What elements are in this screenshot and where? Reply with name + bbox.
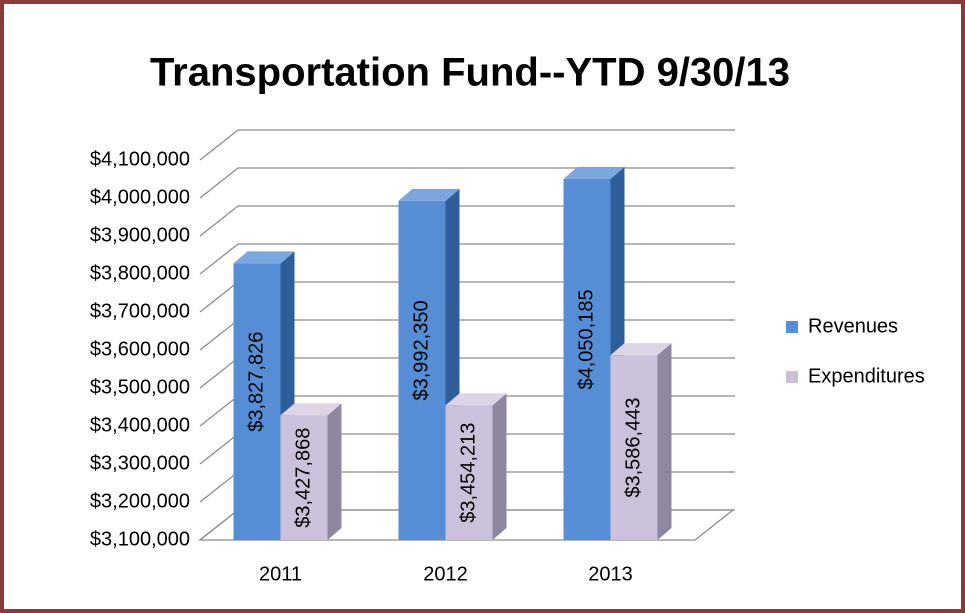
bar-front [280, 415, 328, 540]
y-tick-label: $3,400,000 [90, 414, 190, 436]
y-tick-label: $3,700,000 [90, 300, 190, 322]
bar-top [563, 166, 625, 179]
bar-top [445, 393, 507, 406]
y-tick-label: $3,600,000 [90, 338, 190, 360]
bar-side [327, 403, 342, 540]
chart-title: Transportation Fund--YTD 9/30/13 [150, 51, 790, 95]
bar-top [610, 343, 672, 356]
x-tick-label: 2012 [423, 563, 468, 585]
bar-top [233, 251, 295, 264]
legend-swatch [786, 321, 798, 333]
data-label: $3,454,213 [457, 423, 479, 523]
data-label: $3,586,443 [622, 398, 644, 498]
y-tick-label: $3,200,000 [90, 490, 190, 512]
y-tick-label: $4,100,000 [90, 148, 190, 170]
y-tick-label: $3,100,000 [90, 528, 190, 550]
y-tick-label: $3,900,000 [90, 224, 190, 246]
y-tick-label: $3,300,000 [90, 452, 190, 474]
y-tick-label: $3,500,000 [90, 376, 190, 398]
bar-side [657, 343, 672, 540]
bar-top [280, 403, 342, 416]
bar-side [492, 393, 507, 540]
bar [563, 166, 625, 541]
bar-front [563, 178, 611, 541]
grid-line [199, 129, 735, 161]
data-label: $3,427,868 [292, 428, 314, 528]
bar-front [610, 355, 658, 540]
bar [280, 403, 342, 540]
y-tick-label: $3,800,000 [90, 262, 190, 284]
legend-label: Expenditures [808, 365, 925, 387]
bar [610, 343, 672, 540]
legend-swatch [786, 371, 798, 383]
y-tick-label: $4,000,000 [90, 186, 190, 208]
bar-top [398, 188, 460, 201]
data-label: $4,050,185 [575, 289, 597, 389]
grid-line [199, 167, 735, 199]
data-label: $3,992,350 [410, 300, 432, 400]
x-tick-label: 2013 [588, 563, 633, 585]
bar-front [233, 263, 281, 540]
bar-front [445, 405, 493, 540]
bar [445, 393, 507, 540]
x-tick-label: 2011 [259, 563, 302, 585]
bar-front [398, 200, 446, 541]
data-label: $3,827,826 [245, 332, 267, 432]
legend-label: Revenues [808, 315, 898, 337]
